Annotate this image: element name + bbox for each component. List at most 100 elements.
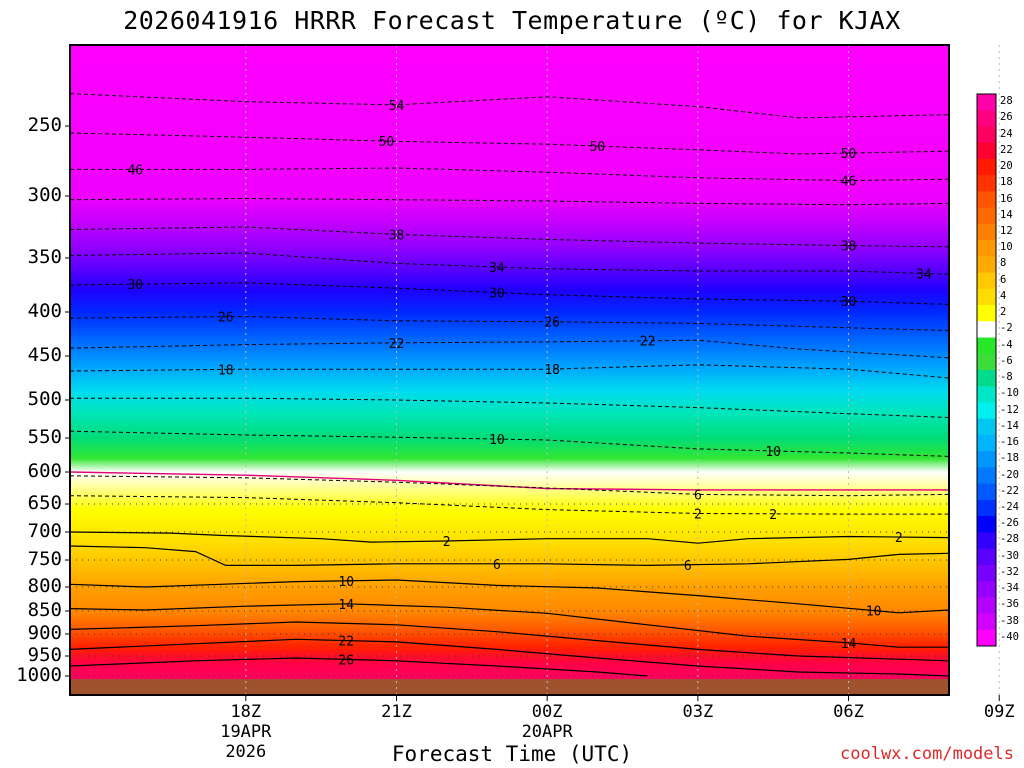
colorbar-label: -12 — [1000, 403, 1019, 416]
ground-strip — [70, 679, 949, 695]
contour-line — [69, 93, 950, 119]
y-tick-label: 500 — [27, 388, 62, 410]
colorbar-label: 14 — [1000, 208, 1013, 221]
colorbar-swatch — [977, 499, 996, 517]
contour-line — [69, 495, 949, 515]
contour-line — [69, 132, 950, 155]
colorbar-swatch — [977, 613, 996, 631]
y-tick-label: 800 — [27, 575, 62, 597]
colorbar-label: -36 — [1000, 598, 1019, 611]
contour-line — [69, 252, 950, 275]
colorbar-label: 8 — [1000, 257, 1007, 270]
x-tick-label-line: 18Z — [230, 702, 262, 722]
colorbar-label: -30 — [1000, 549, 1019, 562]
colorbar-label: 18 — [1000, 176, 1013, 189]
colorbar-swatch — [977, 548, 996, 566]
colorbar-swatch — [977, 321, 996, 339]
colorbar-swatch — [977, 126, 996, 144]
x-tick-label: 18Z 19APR 2026 — [201, 702, 291, 762]
contour-label: 38 — [841, 240, 857, 255]
y-tick-label: 450 — [27, 344, 62, 366]
contour-label: 26 — [218, 311, 234, 326]
x-tick-label-line: 00Z — [531, 702, 563, 722]
colorbar-label: 28 — [1000, 95, 1013, 108]
colorbar-swatch — [977, 240, 996, 257]
contour-label: 30 — [489, 287, 505, 302]
colorbar-frame — [976, 93, 997, 647]
colorbar-swatch — [977, 483, 996, 501]
contour-label: 10 — [338, 575, 354, 590]
contour-label: 50 — [590, 140, 606, 155]
contour-label: 18 — [218, 363, 234, 378]
colorbar-swatch — [977, 353, 996, 371]
colorbar-swatch — [977, 94, 996, 111]
colorbar-swatch — [977, 532, 996, 550]
y-tick-label: 350 — [27, 246, 62, 268]
credit-link[interactable]: coolwx.com/models — [840, 744, 1014, 764]
contour-line — [69, 603, 949, 648]
contour-label: 26 — [338, 653, 354, 668]
colorbar-swatch — [977, 158, 996, 176]
chart-title: 2026041916 HRRR Forecast Temperature (ºC… — [123, 6, 901, 35]
x-tick-label-line: 2026 — [225, 742, 267, 762]
y-tick-label: 250 — [27, 114, 62, 136]
colorbar-label: -20 — [1000, 468, 1019, 481]
contour-label: 50 — [379, 135, 395, 150]
contour-label: 34 — [916, 267, 932, 282]
contour-label: 6 — [694, 488, 702, 503]
contour-label: 2 — [769, 508, 777, 523]
colorbar-swatch — [977, 451, 996, 468]
colorbar-swatch — [977, 418, 996, 436]
colorbar-label: -40 — [1000, 630, 1019, 643]
colorbar-swatch — [977, 467, 996, 485]
contour-label: 10 — [866, 605, 882, 620]
contour-label: 2 — [694, 508, 702, 523]
y-tick-label: 300 — [27, 184, 62, 206]
colorbar-swatch — [977, 434, 996, 452]
colorbar-label: -10 — [1000, 387, 1019, 400]
colorbar-label: 26 — [1000, 111, 1013, 124]
colorbar-label: 10 — [1000, 241, 1013, 254]
colorbar-label: 4 — [1000, 289, 1007, 302]
colorbar-label: -24 — [1000, 501, 1019, 513]
y-tick-label: 550 — [27, 426, 62, 448]
contour-line — [69, 315, 950, 331]
contour-label: 14 — [841, 637, 857, 652]
colorbar-label: -16 — [1000, 436, 1019, 449]
contour-line — [70, 397, 950, 418]
contour-label: 54 — [389, 99, 405, 114]
contour-label: 22 — [389, 337, 405, 352]
colorbar-swatch — [977, 581, 996, 598]
colorbar-label: 24 — [1000, 127, 1013, 140]
contour-line — [69, 364, 950, 379]
colorbar-swatch — [977, 272, 996, 290]
colorbar-swatch — [977, 191, 996, 209]
x-tick-label-line: 06Z — [833, 702, 864, 722]
contour-label: 6 — [684, 559, 692, 574]
colorbar-label: 22 — [1000, 143, 1013, 156]
colorbar-label: -18 — [1000, 452, 1019, 465]
y-tick-label: 900 — [27, 622, 62, 644]
colorbar-swatch — [977, 337, 996, 355]
x-tick-label-line: 21Z — [381, 702, 412, 722]
contour-label: 26 — [544, 316, 560, 331]
colorbar-label: -28 — [1000, 533, 1019, 546]
colorbar-swatch — [977, 207, 996, 225]
x-tick-label: 03Z — [653, 702, 743, 722]
contour-label: 30 — [841, 295, 857, 310]
colorbar-swatch — [977, 402, 996, 420]
colorbar-swatch — [977, 629, 996, 647]
colorbar-swatch — [977, 288, 996, 306]
contour-label: 14 — [338, 598, 354, 613]
contour-line — [69, 638, 950, 677]
y-tick-label: 950 — [27, 644, 62, 666]
colorbar-label: -32 — [1000, 565, 1019, 578]
colorbar-label: 2 — [1000, 306, 1007, 319]
contour-line — [69, 430, 950, 457]
x-tick-label-line: 19APR — [220, 722, 272, 742]
y-tick-label: 700 — [27, 520, 62, 542]
y-tick-label: 400 — [27, 300, 62, 322]
colorbar-label: -22 — [1000, 484, 1019, 497]
contour-label: 30 — [127, 278, 143, 293]
